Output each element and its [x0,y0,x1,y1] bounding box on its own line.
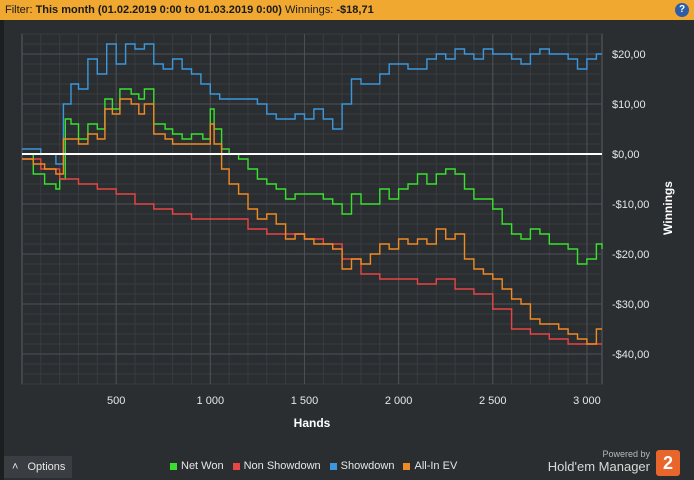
filter-period: This month (01.02.2019 0:00 to 01.03.201… [35,4,282,16]
legend-item[interactable]: Showdown [329,460,395,472]
options-button[interactable]: ˄ Options [4,456,72,478]
chevron-up-icon: ˄ [12,461,19,473]
help-icon[interactable]: ? [675,3,689,17]
legend-item[interactable]: All-In EV [403,460,457,472]
x-axis-label: Hands [294,416,331,430]
x-tick-label: 3 000 [573,395,601,407]
chart-legend: Net Won Non Showdown Showdown All-In EV [170,458,466,474]
series-layer [22,43,603,345]
brand-name: Hold'em Manager [547,459,650,474]
legend-item[interactable]: Net Won [170,460,224,472]
y-tick-label: -$10,00 [612,199,649,211]
x-tick-labels: 500 1 000 1 500 2 000 2 500 3 000 [107,395,601,407]
legend-label: Non Showdown [243,460,321,472]
series-line-non-showdown [22,158,602,345]
y-tick-label: $10,00 [612,99,646,111]
y-tick-label: $20,00 [612,49,646,61]
winnings-value: -$18,71 [336,4,374,16]
filter-prefix: Filter: [5,4,33,16]
left-edge [0,20,4,480]
series-line-all-in-ev [22,98,602,345]
x-tick-label: 500 [107,395,125,407]
y-tick-label: -$30,00 [612,299,649,311]
series-line-net-won [22,88,603,265]
y-tick-label: -$40,00 [612,349,649,361]
x-tick-label: 2 500 [479,395,507,407]
y-axis-label: Winnings [661,181,675,235]
legend-item[interactable]: Non Showdown [232,460,321,472]
legend-label: Net Won [181,460,224,472]
y-tick-labels: $20,00 $10,00 $0,00 -$10,00 -$20,00 -$30,00 -$… [612,49,649,361]
y-tick-label: -$20,00 [612,249,649,261]
legend-label: Showdown [340,460,395,472]
x-tick-label: 2 000 [385,395,413,407]
legend-swatch [232,462,240,470]
legend-swatch [170,462,177,470]
legend-swatch [329,462,337,470]
winnings-label: Winnings: [285,4,334,16]
winnings-chart: $20,00 $10,00 $0,00 -$10,00 -$20,00 -$30,00 -$… [21,33,675,430]
y-tick-label: $0,00 [612,149,640,161]
plot-area [21,33,603,385]
legend-swatch [403,462,411,470]
x-tick-label: 1 000 [197,395,225,407]
filter-bar[interactable]: Filter: This month (01.02.2019 0:00 to 0… [0,0,694,20]
powered-by-text: Powered by [602,449,650,459]
x-tick-label: 1 500 [291,395,319,407]
options-label: Options [27,461,66,473]
legend-label: All-In EV [414,460,458,472]
series-line-showdown [22,43,602,165]
brand-badge-icon: 2 [656,450,680,476]
